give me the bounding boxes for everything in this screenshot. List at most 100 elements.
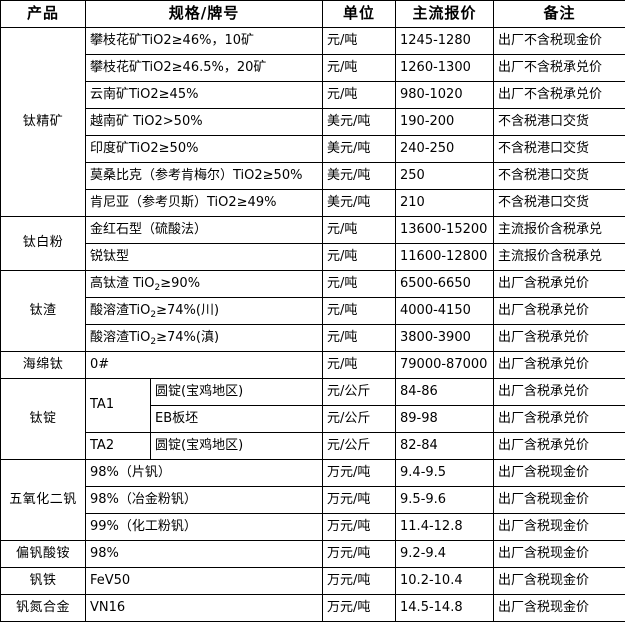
- spec-subscript: 2: [155, 283, 161, 293]
- unit-cell: 万元/吨: [323, 460, 396, 487]
- unit-cell: 元/公斤: [323, 406, 396, 433]
- price-cell: 4000-4150: [396, 298, 494, 325]
- unit-cell: 万元/吨: [323, 487, 396, 514]
- column-header-remark: 备注: [494, 1, 625, 28]
- spec-cell: 99%（化工粉钒）: [86, 514, 323, 541]
- product-name-cell: 钛白粉: [1, 217, 86, 271]
- unit-cell: 元/吨: [323, 244, 396, 271]
- product-name-cell: 钛精矿: [1, 28, 86, 217]
- unit-cell: 美元/吨: [323, 136, 396, 163]
- unit-cell: 元/吨: [323, 55, 396, 82]
- unit-cell: 元/吨: [323, 28, 396, 55]
- price-cell: 9.5-9.6: [396, 487, 494, 514]
- column-header-unit: 单位: [323, 1, 396, 28]
- spec-subscript: 2: [150, 310, 156, 320]
- price-cell: 10.2-10.4: [396, 568, 494, 595]
- unit-cell: 万元/吨: [323, 514, 396, 541]
- unit-cell: 元/吨: [323, 271, 396, 298]
- remark-cell: 出厂含税现金价: [494, 487, 625, 514]
- price-cell: 6500-6650: [396, 271, 494, 298]
- spec-cell: 越南矿 TiO2>50%: [86, 109, 323, 136]
- remark-cell: 出厂不含税现金价: [494, 28, 625, 55]
- product-name-cell: 钒铁: [1, 568, 86, 595]
- price-cell: 240-250: [396, 136, 494, 163]
- product-name-cell: 钛锭: [1, 379, 86, 460]
- header-row: 产品 规格/牌号 单位 主流报价 备注: [1, 1, 625, 28]
- price-cell: 13600-15200: [396, 217, 494, 244]
- remark-cell: 不含税港口交货: [494, 136, 625, 163]
- unit-cell: 万元/吨: [323, 541, 396, 568]
- remark-cell: 出厂含税承兑价: [494, 433, 625, 460]
- unit-cell: 元/公斤: [323, 433, 396, 460]
- remark-cell: 出厂含税承兑价: [494, 298, 625, 325]
- spec-cell: 高钛渣 TiO2≥90%: [86, 271, 323, 298]
- price-cell: 9.2-9.4: [396, 541, 494, 568]
- unit-cell: 元/吨: [323, 352, 396, 379]
- spec-cell: 酸溶渣TiO2≥74%(川): [86, 298, 323, 325]
- remark-cell: 出厂含税现金价: [494, 568, 625, 595]
- column-header-price: 主流报价: [396, 1, 494, 28]
- remark-cell: 出厂不含税承兑价: [494, 55, 625, 82]
- spec-cell: 98%（冶金粉钒）: [86, 487, 323, 514]
- spec-cell: 莫桑比克（参考肯梅尔）TiO2≥50%: [86, 163, 323, 190]
- price-cell: 1245-1280: [396, 28, 494, 55]
- price-cell: 79000-87000: [396, 352, 494, 379]
- price-cell: 210: [396, 190, 494, 217]
- price-cell: 89-98: [396, 406, 494, 433]
- column-header-product: 产品: [1, 1, 86, 28]
- unit-cell: 元/吨: [323, 82, 396, 109]
- spec-cell: FeV50: [86, 568, 323, 595]
- spec-cell: 锐钛型: [86, 244, 323, 271]
- unit-cell: 美元/吨: [323, 163, 396, 190]
- grade-cell: TA1: [86, 379, 151, 433]
- unit-cell: 万元/吨: [323, 568, 396, 595]
- product-name-cell: 五氧化二钒: [1, 460, 86, 541]
- product-name-cell: 偏钒酸铵: [1, 541, 86, 568]
- remark-cell: 出厂不含税承兑价: [494, 82, 625, 109]
- table-header: 产品 规格/牌号 单位 主流报价 备注: [1, 1, 625, 28]
- spec-cell: 攀枝花矿TiO2≥46.5%，20矿: [86, 55, 323, 82]
- price-cell: 82-84: [396, 433, 494, 460]
- unit-cell: 元/吨: [323, 325, 396, 352]
- remark-cell: 不含税港口交货: [494, 163, 625, 190]
- price-cell: 9.4-9.5: [396, 460, 494, 487]
- remark-cell: 主流报价含税承兑: [494, 217, 625, 244]
- product-name-cell: 海绵钛: [1, 352, 86, 379]
- unit-cell: 元/吨: [323, 298, 396, 325]
- price-cell: 11600-12800: [396, 244, 494, 271]
- spec-cell: 肯尼亚（参考贝斯）TiO2≥49%: [86, 190, 323, 217]
- price-cell: 250: [396, 163, 494, 190]
- spec-cell: 金红石型（硫酸法）: [86, 217, 323, 244]
- price-cell: 11.4-12.8: [396, 514, 494, 541]
- spec-cell: EB板坯: [151, 406, 323, 433]
- spec-cell: 圆锭(宝鸡地区): [151, 379, 323, 406]
- remark-cell: 出厂含税承兑价: [494, 406, 625, 433]
- column-header-spec: 规格/牌号: [86, 1, 323, 28]
- remark-cell: 出厂含税承兑价: [494, 379, 625, 406]
- remark-cell: 不含税港口交货: [494, 190, 625, 217]
- spec-cell: 云南矿TiO2≥45%: [86, 82, 323, 109]
- unit-cell: 元/吨: [323, 217, 396, 244]
- remark-cell: 出厂含税现金价: [494, 541, 625, 568]
- spec-cell: 印度矿TiO2≥50%: [86, 136, 323, 163]
- spec-cell: 圆锭(宝鸡地区): [151, 433, 323, 460]
- spec-cell: 0#: [86, 352, 323, 379]
